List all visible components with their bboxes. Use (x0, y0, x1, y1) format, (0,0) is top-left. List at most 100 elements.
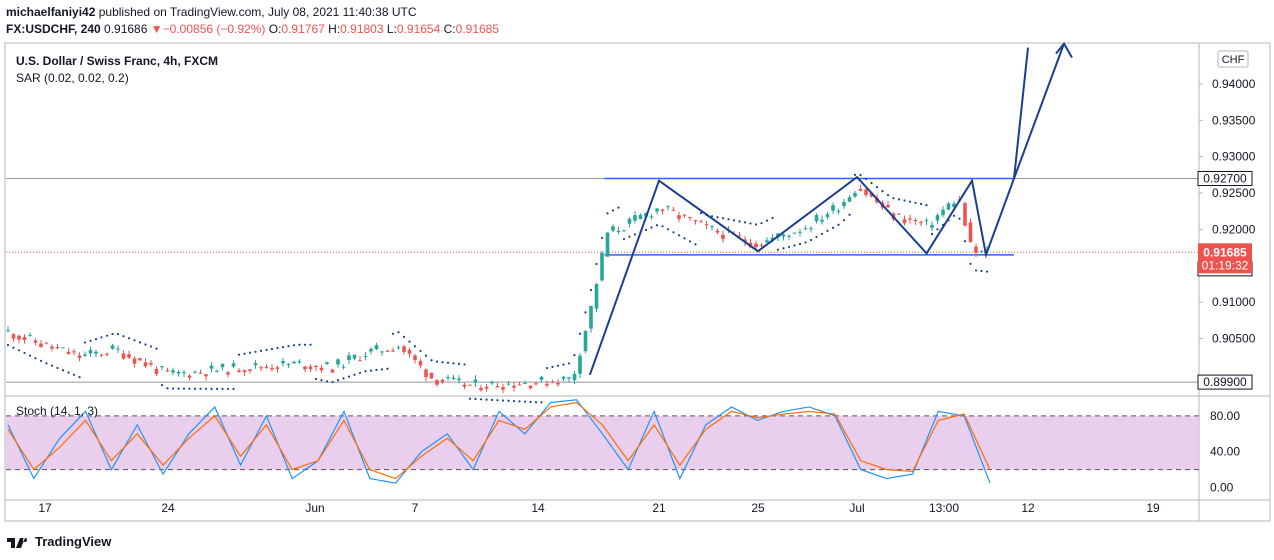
sar-dot (606, 212, 609, 215)
sar-dot (969, 262, 972, 265)
candle-body (693, 220, 698, 222)
sar-dot (875, 185, 879, 189)
candle-body (484, 386, 489, 389)
sar-dot (897, 198, 901, 201)
sar-dot (83, 341, 87, 344)
y-tick-label: 0.91000 (1212, 295, 1256, 309)
sar-dot (545, 366, 549, 370)
sar-dot (595, 262, 598, 266)
sar-dot (457, 362, 461, 365)
sar-dot (144, 343, 147, 346)
sar-dot (567, 362, 571, 365)
candle-body (831, 205, 835, 211)
candle-body (132, 358, 137, 364)
sar-dot (34, 357, 37, 360)
candle-body (743, 239, 747, 242)
stoch-indicator-label[interactable]: Stoch (14, 1, 3) (16, 404, 99, 418)
candle-body (220, 363, 225, 368)
candle-body (198, 372, 203, 374)
candle-body (567, 377, 571, 379)
candle-body (369, 348, 373, 352)
sar-dot (78, 375, 81, 379)
candle-body (72, 351, 76, 353)
candle-body (671, 209, 676, 211)
candle-body (209, 365, 214, 369)
sar-dot (182, 387, 186, 390)
sar-dot (408, 340, 411, 343)
sar-dot (320, 379, 323, 382)
sar-dot (490, 398, 494, 401)
candle-body (886, 204, 890, 208)
candle-body (341, 366, 346, 368)
resistance-price-tag-text: 0.92700 (1203, 172, 1247, 186)
candle-body (281, 360, 285, 364)
sar-dot (204, 387, 208, 390)
candle-body (853, 192, 857, 197)
candle-body (572, 373, 577, 381)
candle-body (193, 371, 197, 373)
sar-dot (375, 368, 378, 372)
candle-body (358, 360, 362, 362)
candle-body (457, 378, 461, 381)
sar-dot (166, 387, 169, 390)
candle-body (253, 363, 258, 366)
candle-body (545, 383, 549, 386)
low-value: 0.91654 (396, 22, 441, 36)
sar-dot (226, 387, 230, 391)
sar-dot (468, 397, 472, 400)
candle-body (451, 377, 456, 380)
chart-frame (4, 42, 1271, 522)
candle-body (396, 347, 401, 349)
candle-body (699, 221, 703, 223)
sar-dot (573, 354, 576, 357)
candle-body (737, 235, 742, 237)
sar-dot (309, 343, 312, 346)
candle-body (946, 203, 951, 210)
sar-dot (402, 335, 406, 339)
candle-body (292, 361, 296, 364)
sar-dot (331, 380, 334, 384)
sar-dots-group (6, 173, 989, 404)
sar-dot (556, 364, 560, 367)
sar-dot (292, 344, 296, 347)
candle-body (259, 367, 263, 369)
candle-body (490, 381, 494, 384)
support-price-tag: 0.89900 (1197, 374, 1253, 390)
candle-body (803, 228, 808, 230)
sar-dot (265, 348, 268, 352)
sar-dot (127, 337, 131, 340)
sar-dot (958, 217, 961, 220)
candle-body (704, 224, 709, 226)
candle-body (154, 368, 159, 374)
candle-body (919, 221, 923, 223)
sar-dot (232, 387, 235, 391)
sar-dot (743, 221, 747, 224)
sar-indicator-label[interactable]: SAR (0.02, 0.02, 0.2) (16, 71, 129, 85)
footer-brand[interactable]: TradingView (6, 534, 111, 549)
candle-body (347, 355, 351, 361)
candle-body (638, 214, 643, 220)
sar-dot (677, 234, 681, 237)
candle-body (715, 230, 720, 233)
candle-body (798, 231, 802, 233)
currency-badge-text: CHF (1222, 54, 1245, 66)
candle-body (495, 386, 500, 388)
candle-body (226, 372, 230, 375)
sar-dot (210, 387, 213, 390)
candle-body (462, 384, 467, 387)
author-name[interactable]: michaelfaniyi42 (6, 5, 96, 19)
sar-dot (149, 345, 153, 348)
candle-body (160, 366, 164, 368)
candle-body (61, 347, 65, 349)
candle-body (11, 334, 16, 339)
candle-body (677, 215, 681, 219)
close-label: C: (443, 22, 456, 36)
candle-body (165, 370, 170, 372)
ohlc-bar: FX:USDCHF, 240 0.91686 ▼−0.00856 (−0.92%… (6, 22, 499, 36)
sar-dot (199, 387, 202, 390)
sar-dot (138, 341, 142, 344)
sar-dot (94, 338, 98, 341)
candle-body (506, 383, 511, 385)
sar-dot (716, 216, 719, 219)
